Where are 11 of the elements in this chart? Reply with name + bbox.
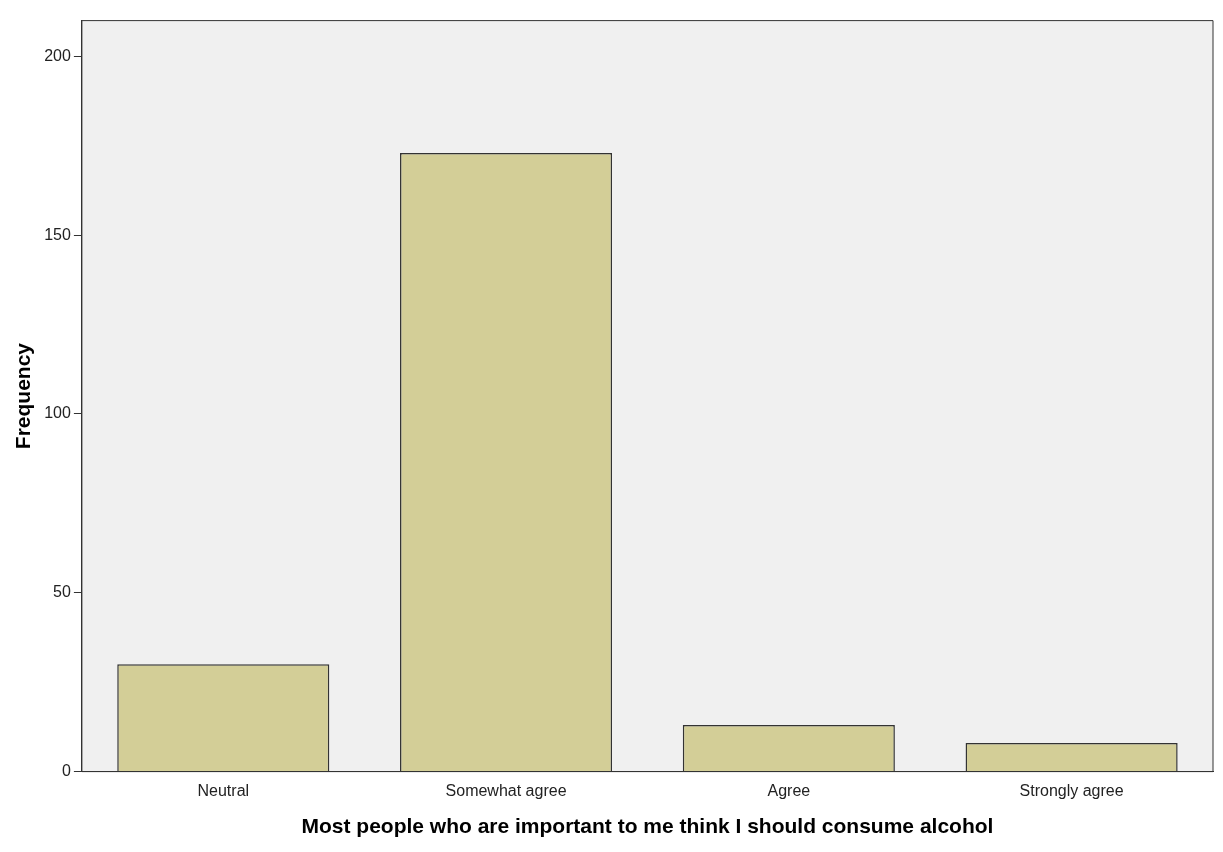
y-tick-label: 50 — [53, 583, 71, 601]
x-tick-label: Strongly agree — [1019, 781, 1124, 799]
y-tick-label: 200 — [44, 46, 71, 64]
x-tick-label: Agree — [767, 781, 811, 799]
y-tick-label: 150 — [44, 225, 71, 243]
y-tick-label: 0 — [61, 762, 71, 780]
x-tick-label: Neutral — [197, 781, 250, 799]
x-axis-title: Most people who are important to me think I should consume alcohol — [301, 814, 994, 838]
x-tick-label: Somewhat agree — [445, 781, 567, 799]
y-axis-title: Frequency — [11, 342, 35, 450]
y-tick-label: 100 — [44, 404, 71, 422]
